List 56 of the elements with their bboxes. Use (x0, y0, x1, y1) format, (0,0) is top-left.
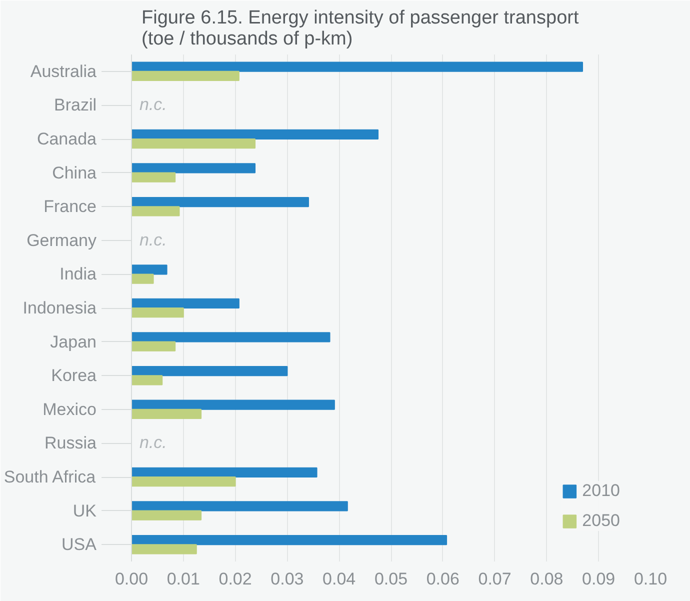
bar (132, 172, 176, 182)
x-tick-label: 0.04 (322, 570, 356, 588)
x-tick-label: 0.05 (374, 570, 408, 588)
bar (132, 544, 197, 554)
bar (132, 308, 184, 318)
annotation: n.c. (140, 433, 167, 452)
bar (132, 408, 202, 420)
bar (132, 332, 330, 342)
chart-title: Figure 6.15. Energy intensity of passenger transport (toe / thousands of p-km) (142, 8, 580, 50)
y-tick-label: Canada (36, 130, 98, 148)
y-tick-label: Brazil (54, 96, 97, 115)
x-tick-label: 0.02 (218, 570, 252, 588)
bar (132, 163, 256, 174)
bar (132, 476, 236, 487)
x-tick-label: 0.00 (114, 570, 148, 588)
y-tick-label: China (52, 163, 98, 182)
bar (132, 467, 318, 478)
bar (132, 375, 163, 386)
y-tick-label: UK (72, 501, 98, 520)
bar (132, 70, 240, 82)
annotation: n.c. (140, 95, 167, 114)
y-tick-label: France (44, 197, 97, 216)
y-tick-label: Germany (26, 230, 97, 250)
bar (132, 341, 176, 352)
x-tick-label: 0.10 (634, 570, 668, 588)
legend-label: 2050 (582, 511, 620, 531)
x-tick-label: 0.01 (166, 570, 200, 588)
bar (132, 129, 379, 140)
y-tick-label: India (60, 264, 98, 284)
bar (132, 400, 335, 410)
x-tick-label: 0.07 (478, 570, 512, 588)
legend-label: 2010 (582, 481, 620, 501)
bar (132, 501, 348, 512)
y-tick-label: Japan (50, 332, 97, 352)
bar (132, 264, 168, 275)
bar (132, 534, 448, 546)
bar (132, 62, 584, 72)
x-tick-label: 0.08 (530, 570, 564, 588)
bar (132, 274, 154, 284)
bar (132, 206, 180, 216)
y-tick-label: USA (62, 535, 98, 554)
x-tick-label: 0.06 (426, 570, 460, 588)
y-tick-label: Indonesia (22, 298, 98, 318)
bar (132, 298, 240, 308)
bar (132, 138, 256, 149)
y-tick-label: Russia (44, 434, 98, 453)
y-tick-label: Mexico (42, 400, 97, 419)
annotation: n.c. (140, 230, 167, 250)
bar (132, 196, 309, 208)
bar (132, 510, 202, 520)
bar (132, 366, 288, 376)
y-tick-label: South Africa (4, 468, 96, 486)
y-tick-label: Australia (30, 62, 98, 81)
x-tick-label: 0.03 (270, 570, 304, 588)
x-tick-label: 0.09 (582, 570, 616, 588)
y-tick-label: Korea (51, 366, 98, 386)
